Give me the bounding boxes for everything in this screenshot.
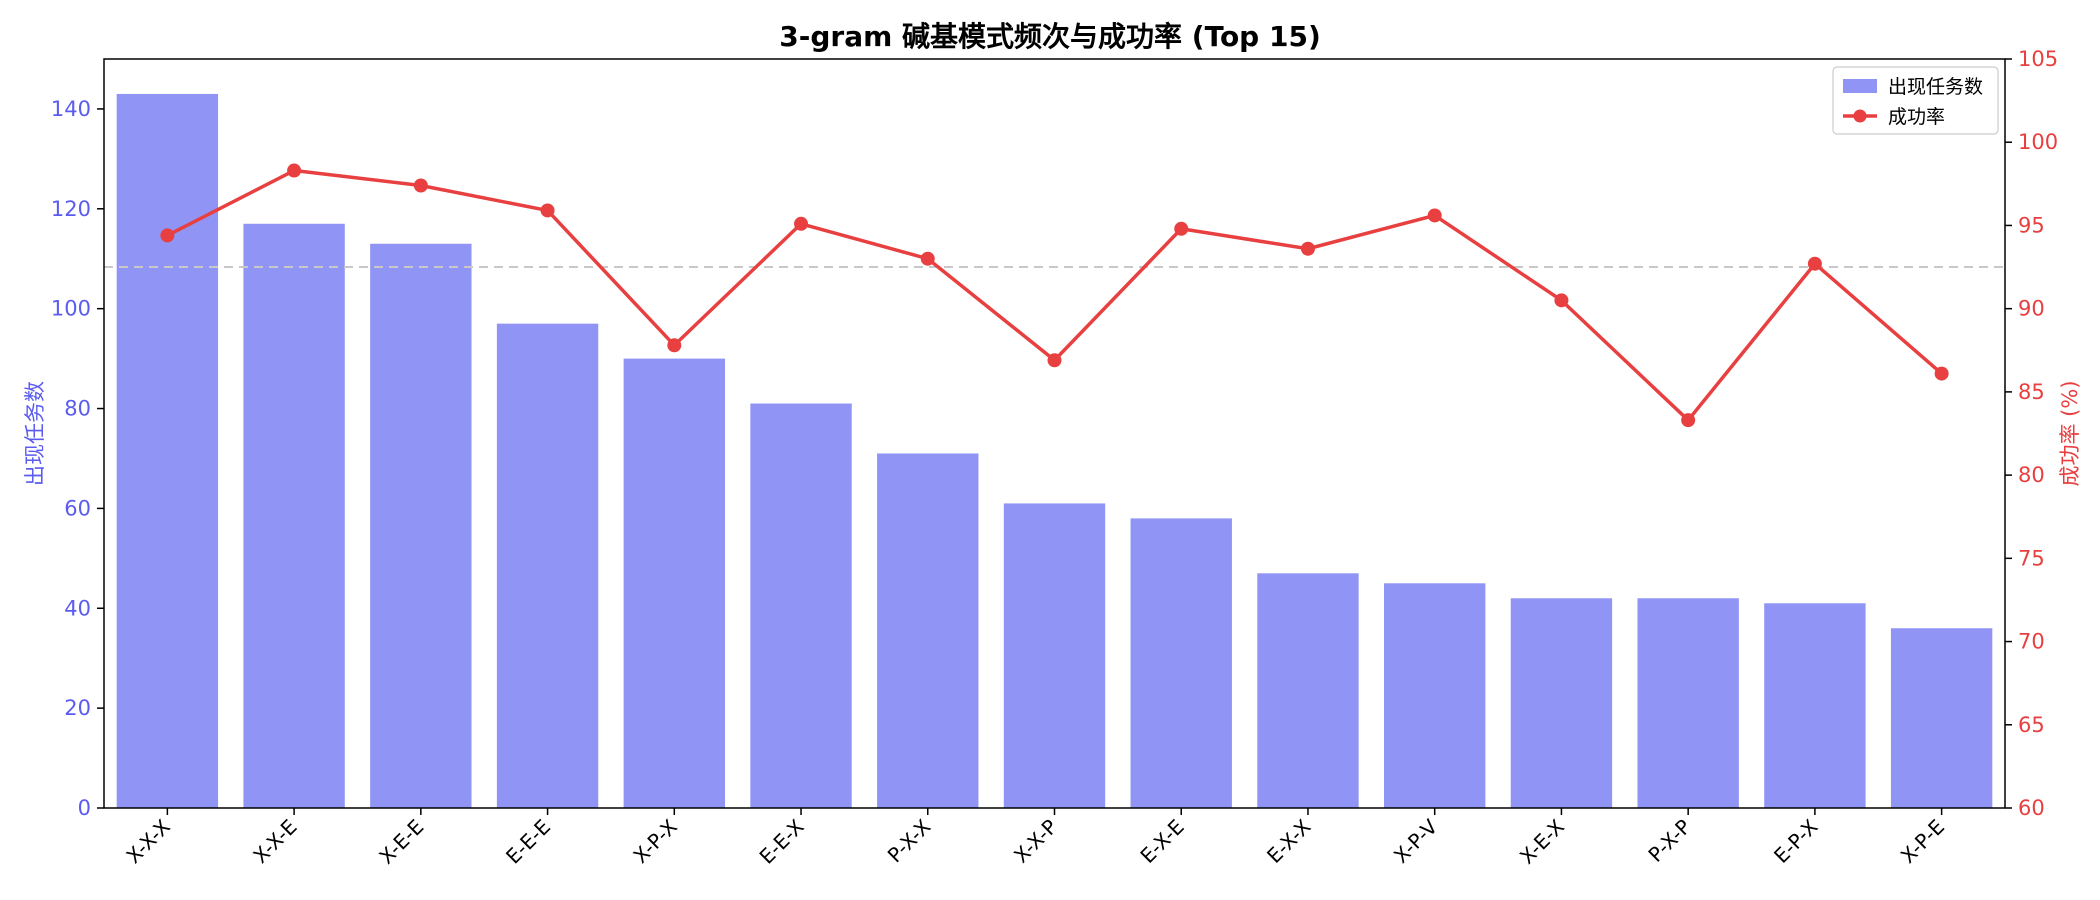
x-tick-label-x-p-e: X-P-E (1896, 815, 1949, 868)
left-tick-label: 0 (78, 796, 91, 820)
right-tick-label: 105 (2018, 47, 2058, 71)
right-tick-label: 60 (2018, 796, 2045, 820)
right-tick-label: 85 (2018, 380, 2045, 404)
x-tick-label-e-x-e: E-X-E (1135, 815, 1188, 868)
y-axis-label-right: 成功率 (%) (2058, 380, 2082, 486)
x-tick-label-p-x-x: P-X-X (883, 814, 936, 867)
success-rate-point-x-p-e (1934, 366, 1949, 381)
success-rate-point-x-p-x (667, 338, 682, 353)
left-tick-label: 100 (51, 297, 91, 321)
y-axis-label-left: 出现任务数 (23, 381, 47, 486)
bar-e-x-e (1130, 518, 1232, 808)
success-rate-point-p-x-x (920, 251, 935, 266)
success-rate-point-e-e-e (540, 203, 555, 218)
bar-e-p-x (1764, 603, 1866, 808)
success-rate-point-x-x-e (287, 163, 302, 178)
right-tick-label: 100 (2018, 130, 2058, 154)
bars-group (116, 93, 1993, 809)
left-tick-label: 120 (51, 197, 91, 221)
legend-label-bar: 出现任务数 (1888, 76, 1983, 98)
left-tick-label: 20 (64, 696, 91, 720)
left-tick-label: 80 (64, 397, 91, 421)
bar-p-x-x (877, 453, 979, 808)
bar-e-x-x (1257, 573, 1359, 808)
right-tick-label: 70 (2018, 630, 2045, 654)
x-tick-label-e-e-x: E-E-X (755, 814, 809, 868)
x-tick-label-e-x-x: E-X-X (1262, 814, 1316, 868)
right-tick-label: 65 (2018, 713, 2045, 737)
x-tick-label-x-x-p: X-X-P (1009, 815, 1062, 868)
bar-p-x-p (1637, 598, 1739, 808)
legend-swatch-marker (1853, 109, 1867, 123)
left-tick-label: 60 (64, 496, 91, 520)
chart-title: 3-gram 碱基模式频次与成功率 (Top 15) (779, 20, 1321, 53)
success-rate-point-e-p-x (1807, 256, 1822, 271)
right-tick-label: 90 (2018, 297, 2045, 321)
bar-x-p-e (1890, 628, 1993, 808)
x-tick-label-x-p-x: X-P-X (628, 814, 682, 868)
success-rate-point-e-e-x (794, 216, 809, 231)
legend-swatch-bar (1843, 79, 1877, 93)
right-tick-label: 75 (2018, 546, 2045, 570)
bar-x-x-e (243, 223, 345, 808)
bar-x-p-v (1384, 583, 1486, 808)
success-rate-point-x-p-v (1427, 208, 1442, 223)
success-rate-point-x-x-p (1047, 353, 1062, 368)
right-tick-label: 95 (2018, 213, 2045, 237)
left-tick-label: 40 (64, 596, 91, 620)
bar-x-e-e (370, 243, 472, 809)
success-rate-point-x-e-x (1554, 293, 1569, 308)
x-tick-label-x-p-v: X-P-V (1389, 814, 1442, 867)
legend-label-line: 成功率 (1888, 106, 1945, 128)
success-rate-point-e-x-e (1174, 221, 1189, 236)
success-rate-point-p-x-p (1681, 413, 1696, 428)
bar-x-p-x (623, 358, 725, 808)
x-tick-label-e-p-x: E-P-X (1769, 814, 1823, 868)
x-tick-label-e-e-e: E-E-E (501, 815, 555, 869)
right-tick-label: 80 (2018, 463, 2045, 487)
success-rate-point-e-x-x (1300, 241, 1315, 256)
bar-e-e-x (750, 403, 852, 808)
x-tick-label-x-x-e: X-X-E (248, 815, 301, 868)
success-rate-line-group (160, 163, 1949, 428)
left-tick-label: 140 (51, 97, 91, 121)
x-tick-label-x-x-x: X-X-X (121, 814, 175, 868)
x-tick-label-x-e-x: X-E-X (1515, 814, 1569, 868)
bar-x-e-x (1510, 598, 1613, 808)
x-tick-label-p-x-p: P-X-P (1643, 815, 1695, 867)
bar-x-x-p (1003, 503, 1106, 808)
success-rate-point-x-x-x (160, 228, 175, 243)
success-rate-point-x-e-e (413, 178, 428, 193)
x-tick-label-x-e-e: X-E-E (374, 815, 428, 869)
bar-e-e-e (496, 323, 599, 808)
bar-x-x-x (116, 93, 219, 809)
